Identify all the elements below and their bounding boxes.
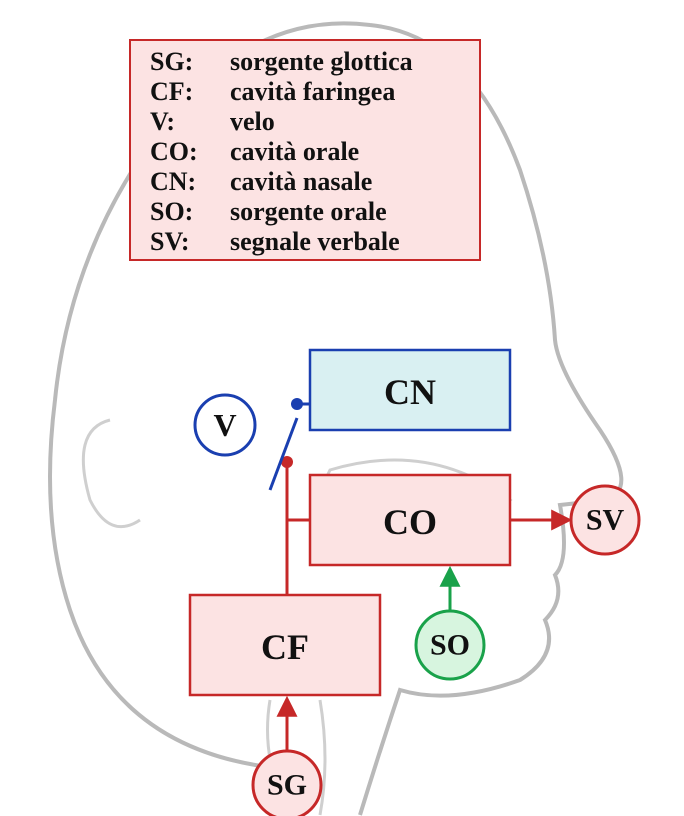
node-label: SG [267, 769, 307, 802]
node-label: SV [586, 504, 625, 537]
legend-abbr: CN: [150, 167, 196, 196]
node-v: V [195, 395, 255, 455]
edge-dot [291, 398, 303, 410]
legend-abbr: CO: [150, 137, 198, 166]
diagram-canvas: SG: sorgente glottica CF: cavità faringea V:… [0, 0, 684, 816]
node-label: CF [261, 627, 309, 667]
node-cf: CF [190, 595, 380, 695]
legend-desc: sorgente glottica [230, 47, 413, 76]
legend-box: SG: sorgente glottica CF: cavità faringea V:… [130, 40, 480, 260]
legend-abbr: SV: [150, 227, 190, 256]
nodes: CN CO CF V SV SO SG [190, 350, 639, 816]
node-label: CN [384, 372, 436, 412]
legend-desc: segnale verbale [230, 227, 400, 256]
legend-abbr: SO: [150, 197, 193, 226]
node-co: CO [310, 475, 510, 565]
legend-desc: velo [230, 107, 275, 136]
legend-desc: cavità nasale [230, 167, 372, 196]
node-sg: SG [253, 751, 321, 816]
node-label: SO [430, 629, 470, 662]
node-label: V [213, 407, 236, 443]
node-label: CO [383, 502, 437, 542]
legend-desc: cavità orale [230, 137, 359, 166]
edges [270, 398, 568, 751]
node-so: SO [416, 611, 484, 679]
legend-desc: cavità faringea [230, 77, 395, 106]
node-sv: SV [571, 486, 639, 554]
edge-switch-lower [270, 418, 297, 490]
legend-desc: sorgente orale [230, 197, 387, 226]
legend-abbr: V: [150, 107, 175, 136]
node-cn: CN [310, 350, 510, 430]
legend-abbr: SG: [150, 47, 193, 76]
legend-abbr: CF: [150, 77, 193, 106]
